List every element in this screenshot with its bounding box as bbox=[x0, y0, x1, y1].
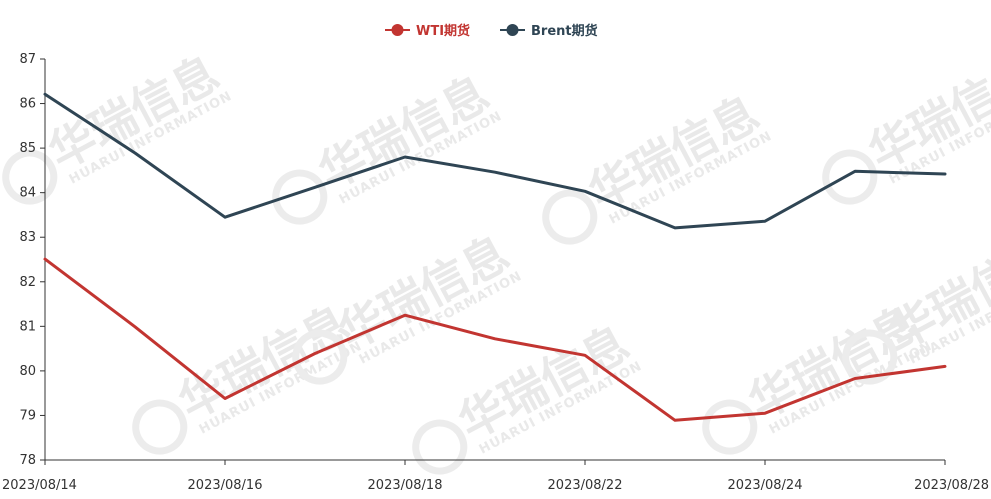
x-tick-label: 2023/08/24 bbox=[728, 478, 803, 493]
y-tick-label: 84 bbox=[19, 186, 36, 201]
watermark-logo-icon bbox=[542, 189, 598, 245]
wti-series-line bbox=[43, 257, 947, 422]
y-tick-label: 85 bbox=[19, 141, 36, 156]
y-tick-label: 82 bbox=[19, 275, 36, 290]
y-tick-label: 78 bbox=[19, 453, 36, 468]
legend-label: Brent期货 bbox=[531, 23, 598, 39]
x-tick-label: 2023/08/16 bbox=[188, 478, 263, 493]
x-tick-label: 2023/08/18 bbox=[368, 478, 443, 493]
x-tick-label: 2023/08/22 bbox=[548, 478, 623, 493]
legend-item-brent[interactable]: Brent期货 bbox=[500, 23, 598, 39]
y-tick-label: 87 bbox=[19, 52, 36, 67]
watermark-logo-icon bbox=[292, 329, 348, 385]
y-tick-label: 79 bbox=[19, 408, 36, 423]
x-tick-label: 2023/08/14 bbox=[2, 478, 77, 493]
x-tick-label: 2023/08/28 bbox=[914, 478, 989, 493]
watermark-logo-icon bbox=[132, 399, 188, 455]
watermark-logo-icon bbox=[842, 329, 898, 385]
y-tick-label: 83 bbox=[19, 230, 36, 245]
y-tick-label: 80 bbox=[19, 364, 36, 379]
axes: 78 79 80 81 82 83 84 85 86 87 2023/08/14 2023/08/16… bbox=[2, 52, 989, 493]
legend[interactable]: WTI期货 Brent期货 bbox=[385, 23, 598, 39]
y-tick-label: 81 bbox=[19, 319, 36, 334]
legend-label: WTI期货 bbox=[416, 23, 470, 39]
watermark-logo-icon bbox=[822, 149, 878, 205]
legend-marker-icon bbox=[506, 24, 519, 36]
legend-item-wti[interactable]: WTI期货 bbox=[385, 23, 470, 39]
watermark-logo-icon bbox=[2, 149, 58, 205]
series-lines bbox=[43, 92, 947, 422]
watermark-logo-icon bbox=[412, 419, 468, 475]
brent-series-line bbox=[43, 92, 947, 230]
y-tick-label: 86 bbox=[19, 97, 36, 112]
legend-marker-icon bbox=[391, 24, 404, 36]
